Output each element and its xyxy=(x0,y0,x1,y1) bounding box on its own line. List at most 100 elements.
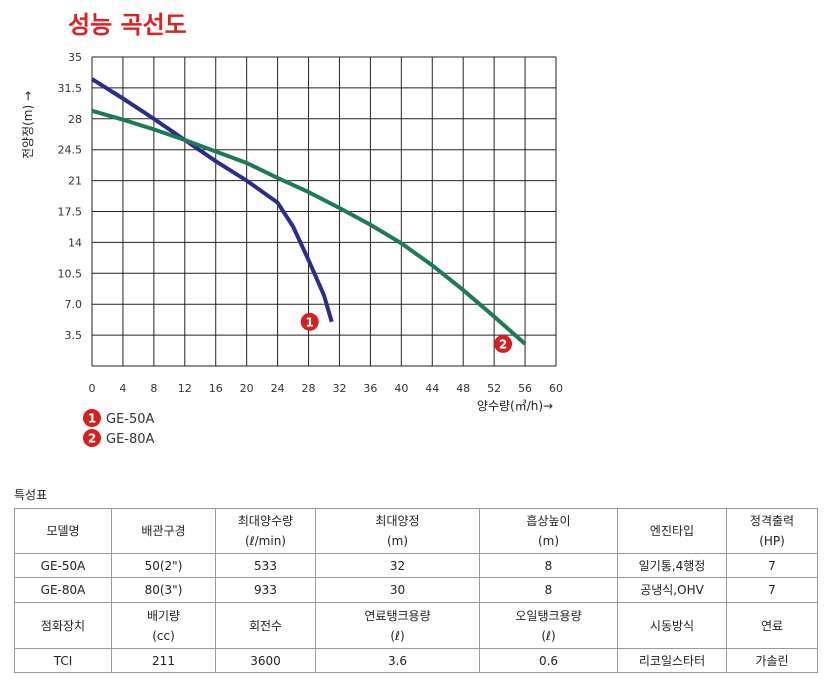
cell-text: 리코일스타터 xyxy=(638,653,706,668)
cell-text: (HP) xyxy=(759,534,785,548)
x-tick-label: 60 xyxy=(549,382,563,395)
x-tick-label: 20 xyxy=(240,382,254,395)
y-tick-label: 31.5 xyxy=(58,82,83,95)
cell-text: GE-80A xyxy=(40,583,86,597)
table-cell: 211 xyxy=(111,648,216,673)
table-cell: 32 xyxy=(315,553,480,578)
badge xyxy=(494,334,513,353)
chart-title: 성능 곡선도 xyxy=(68,11,187,39)
y-tick-label: 24.5 xyxy=(58,144,83,157)
x-tick-label: 52 xyxy=(487,382,501,395)
cell-text: 30 xyxy=(389,583,406,597)
table-cell: 최대양수량 (ℓ/min) xyxy=(215,508,316,554)
cell-text: 533 xyxy=(254,558,277,573)
y-tick-label: 35 xyxy=(68,51,82,64)
cell-text: 점화장치 xyxy=(40,618,86,633)
cell-text: (m) xyxy=(537,534,560,548)
cell-text: 7 xyxy=(768,583,776,597)
table-cell: 연료 xyxy=(726,602,818,649)
table-cell: 점화장치 xyxy=(14,602,112,649)
table-cell: 933 xyxy=(215,577,316,603)
cell-text: 50(2") xyxy=(144,558,183,573)
cell-text: 가솔린 xyxy=(755,653,789,668)
table-row: GE-50A 50(2") 533 32 8 일기통,4행정 7 xyxy=(14,553,818,578)
table-cell: 리코일스타터 xyxy=(617,648,727,673)
x-tick-label: 24 xyxy=(271,382,285,395)
table-cell: 오일탱크용량 (ℓ) xyxy=(479,602,618,649)
series-line xyxy=(90,77,334,323)
cell-text: 시동방식 xyxy=(649,618,695,633)
x-tick-label: 40 xyxy=(394,382,408,395)
cell-text: 80(3") xyxy=(144,583,183,597)
table-cell: 정격출력 (HP) xyxy=(726,508,818,554)
cell-text: 공냉식,OHV xyxy=(640,583,704,597)
chart: 성능 곡선도 전양정(m) → 양수량(㎥/h)→ 3.57.010.51417… xyxy=(21,11,563,447)
table-cell: 배관구경 xyxy=(111,508,216,554)
table-cell: 공냉식,OHV xyxy=(617,577,727,603)
table-cell: 8 xyxy=(479,577,618,603)
cell-text: (cc) xyxy=(152,628,175,643)
table-cell: 533 xyxy=(215,553,316,578)
cell-text: (ℓ/min) xyxy=(245,534,286,548)
x-tick-label: 36 xyxy=(363,382,377,395)
y-tick-label: 7.0 xyxy=(65,298,83,311)
cell-text: 최대양정 xyxy=(375,514,420,528)
x-tick-label: 32 xyxy=(332,382,346,395)
cell-text: 933 xyxy=(254,583,277,597)
table-cell: 최대양정 (m) xyxy=(315,508,480,554)
x-tick-label: 12 xyxy=(178,382,192,395)
spec-table: 모델명 배관구경 최대양수량 (ℓ/min) 최대양정 (m) 흡상높이 (m) 엔진타입 정격출… xyxy=(14,508,818,673)
cell-text: 엔진타입 xyxy=(649,524,695,538)
table-cell: TCI xyxy=(14,648,112,673)
y-tick-label: 21 xyxy=(68,175,82,188)
cell-text: 연료 xyxy=(760,618,784,633)
table-cell: 흡상높이 (m) xyxy=(479,508,618,554)
table-cell: 일기통,4행정 xyxy=(617,553,727,578)
cell-text: 모델명 xyxy=(46,524,80,538)
cell-text: 최대양수량 xyxy=(237,514,294,528)
badge-label: 1 xyxy=(306,315,314,329)
table-cell: 모델명 xyxy=(14,508,112,554)
table-row: 모델명 배관구경 최대양수량 (ℓ/min) 최대양정 (m) 흡상높이 (m) 엔진타입 정격출… xyxy=(14,508,818,554)
table-cell: 0.6 xyxy=(479,648,618,673)
cell-text: 8 xyxy=(544,583,553,597)
y-axis-label: 전양정(m) → xyxy=(21,91,35,159)
badge xyxy=(83,409,101,427)
table-cell: 연료탱크용량 (ℓ) xyxy=(315,602,480,649)
cell-text: 일기통,4행정 xyxy=(638,558,706,573)
table-cell: 가솔린 xyxy=(726,648,818,673)
table-cell: 7 xyxy=(726,553,818,578)
cell-text: 배기량 xyxy=(146,608,181,623)
badge xyxy=(83,429,101,447)
cell-text: (ℓ) xyxy=(541,628,556,643)
cell-text: 211 xyxy=(152,653,175,668)
table-cell: 3600 xyxy=(215,648,316,673)
table-cell: 30 xyxy=(315,577,480,603)
cell-text: 오일탱크용량 xyxy=(515,608,582,623)
table-caption: 특성표 xyxy=(14,488,48,502)
cell-text: 8 xyxy=(544,558,553,573)
legend-label: GE-80A xyxy=(106,432,155,447)
cell-text: TCI xyxy=(53,653,73,668)
table-cell: GE-80A xyxy=(14,577,112,603)
y-tick-label: 10.5 xyxy=(58,267,83,280)
x-tick-label: 56 xyxy=(518,382,532,395)
x-tick-label: 4 xyxy=(119,382,126,395)
table-cell: 8 xyxy=(479,553,618,578)
table-cell: 80(3") xyxy=(111,577,216,603)
badge-label: 2 xyxy=(88,432,96,446)
y-tick-label: 28 xyxy=(68,113,82,126)
cell-text: 32 xyxy=(389,558,406,573)
cell-text: GE-50A xyxy=(40,558,86,573)
table-cell: 회전수 xyxy=(215,602,316,649)
x-tick-label: 28 xyxy=(302,382,316,395)
cell-text: (ℓ) xyxy=(390,628,405,643)
x-tick-label: 8 xyxy=(150,382,157,395)
x-tick-label: 16 xyxy=(209,382,223,395)
cell-text: 3.6 xyxy=(387,653,408,668)
badge-label: 1 xyxy=(88,412,96,426)
table-cell: 배기량 (cc) xyxy=(111,602,216,649)
table-cell: 50(2") xyxy=(111,553,216,578)
table-row: GE-80A 80(3") 933 30 8 공냉식,OHV 7 xyxy=(14,577,818,603)
